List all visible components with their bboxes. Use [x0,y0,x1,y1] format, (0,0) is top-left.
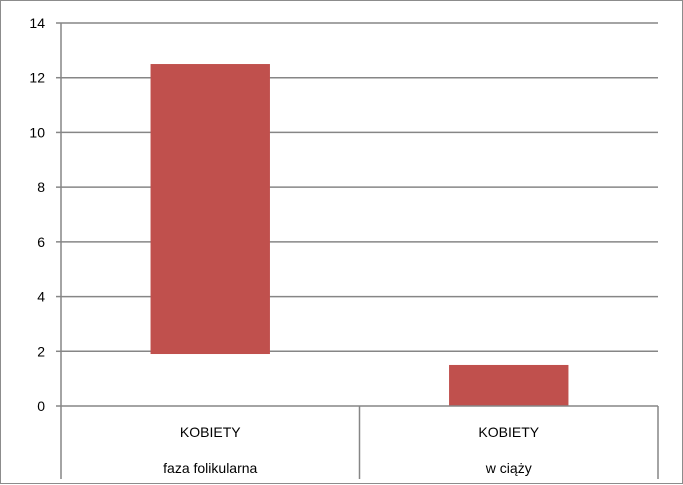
y-tick-label-0: 0 [37,398,45,414]
y-tick-label-12: 12 [29,70,45,86]
x-category-label-0-1: faza folikularna [163,460,257,476]
x-category-label-1-0: KOBIETY [478,424,539,440]
axes [56,22,659,479]
bar-0 [150,64,270,355]
y-tick-label-2: 2 [37,343,45,359]
bar-1 [449,364,569,406]
x-category-label-0-0: KOBIETY [180,424,241,440]
y-tick-label-8: 8 [37,179,45,195]
bars [150,64,569,406]
y-tick-label-6: 6 [37,234,45,250]
y-tick-label-4: 4 [37,289,45,305]
x-category-label-1-1: w ciąży [485,460,532,476]
y-tick-labels: 0 2 4 6 8 10 12 14 [29,15,45,414]
y-tick-label-14: 14 [29,15,45,31]
y-tick-label-10: 10 [29,124,45,140]
x-category-labels: KOBIETY faza folikularna KOBIETY w ciąży [163,424,540,476]
